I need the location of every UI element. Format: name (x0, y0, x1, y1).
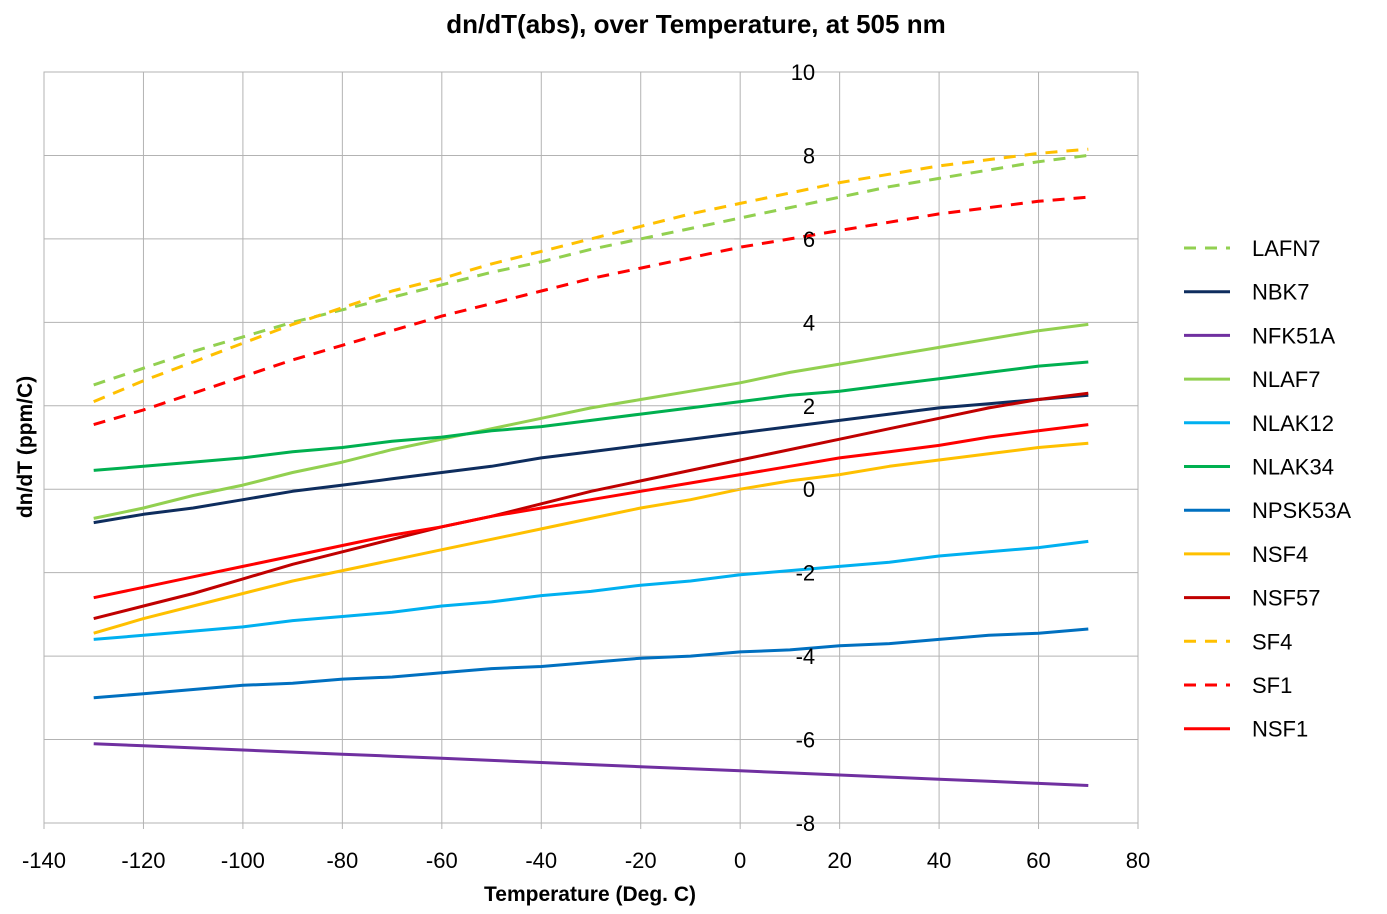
y-tick-label: 10 (791, 60, 815, 85)
x-tick-label: 80 (1126, 848, 1150, 873)
legend-label: NBK7 (1252, 280, 1309, 305)
series-line-sf4 (93, 147, 1089, 403)
x-tick-label: -40 (525, 848, 557, 873)
series-line-nfk51a (93, 742, 1089, 787)
series-line-nlaf7 (93, 322, 1089, 520)
y-tick-label: -8 (796, 811, 816, 836)
x-tick-label: -80 (326, 848, 358, 873)
series-line-npsk53a (93, 627, 1089, 700)
legend-label: SF4 (1252, 629, 1292, 654)
y-tick-label: -4 (796, 644, 816, 669)
grid (43, 71, 1139, 824)
legend: LAFN7 NBK7 NFK51A NLAF7 NLAK12 NLAK34 NPSK53A N… (1184, 236, 1351, 742)
series-line-nsf4 (93, 441, 1089, 635)
legend-label: NLAK34 (1252, 455, 1334, 480)
legend-label: NSF57 (1252, 586, 1320, 611)
series-line-lafn7 (93, 153, 1089, 387)
x-tick-label: 20 (827, 848, 851, 873)
x-axis-ticks: -140 -120 -100 -80 -60 -40 -20 0 20 40 60 80 (22, 823, 1150, 873)
legend-label: NSF4 (1252, 542, 1308, 567)
y-axis-label: dn/dT (ppm/C) (14, 376, 37, 518)
series-line-nlak12 (93, 539, 1089, 641)
x-tick-label: -100 (221, 848, 265, 873)
y-tick-label: 6 (803, 227, 815, 252)
x-tick-label: -140 (22, 848, 66, 873)
legend-label: NLAK12 (1252, 411, 1334, 436)
legend-label: NPSK53A (1252, 498, 1351, 523)
x-tick-label: 60 (1026, 848, 1050, 873)
series-line-nlak34 (93, 360, 1089, 472)
series-line-nbk7 (93, 393, 1089, 525)
legend-label: LAFN7 (1252, 236, 1320, 261)
x-tick-label: 0 (734, 848, 746, 873)
series-line-sf1 (93, 195, 1089, 427)
chart-title: dn/dT(abs), over Temperature, at 505 nm (446, 9, 945, 39)
y-tick-label: 4 (803, 310, 815, 335)
legend-label: SF1 (1252, 673, 1292, 698)
y-tick-label: 8 (803, 143, 815, 168)
x-tick-label: -120 (121, 848, 165, 873)
series-lines (93, 147, 1089, 787)
y-tick-label: -2 (796, 561, 816, 586)
x-tick-label: -20 (625, 848, 657, 873)
legend-label: NLAF7 (1252, 367, 1320, 392)
y-tick-label: 2 (803, 394, 815, 419)
x-axis-label: Temperature (Deg. C) (484, 883, 696, 906)
x-tick-label: -60 (426, 848, 458, 873)
y-tick-label: 0 (803, 477, 815, 502)
series-line-nsf57 (93, 391, 1089, 621)
plot-area (43, 71, 1139, 824)
legend-label: NSF1 (1252, 717, 1308, 742)
x-tick-label: 40 (927, 848, 951, 873)
legend-label: NFK51A (1252, 323, 1335, 348)
y-axis-ticks: -8 -6 -4 -2 0 2 4 6 8 10 (734, 60, 815, 836)
y-tick-label: -6 (796, 728, 816, 753)
series-line-nsf1 (93, 423, 1089, 600)
